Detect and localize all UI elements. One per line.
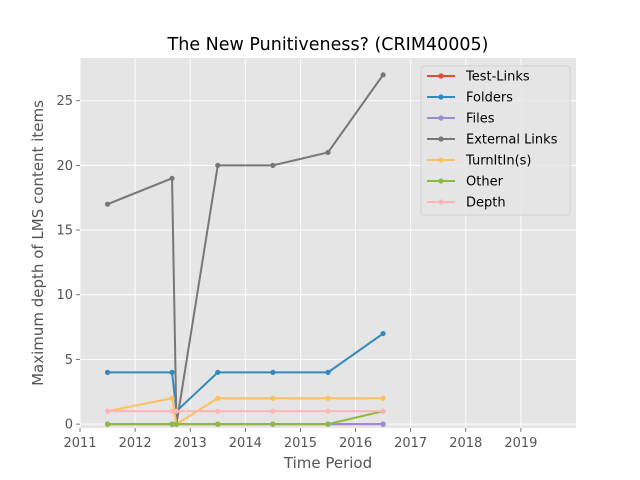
data-point-depth (270, 408, 276, 414)
legend-item-folders: Folders (427, 91, 513, 106)
y-tick-label: 20 (56, 159, 73, 174)
x-tick-label: 2016 (339, 436, 372, 451)
data-point-files (380, 421, 386, 427)
legend-swatch-marker (438, 157, 444, 163)
x-tick-label: 2013 (174, 436, 207, 451)
data-point-turnitin-s (215, 395, 221, 401)
data-point-other (325, 421, 331, 427)
legend-swatch-marker (438, 199, 444, 205)
y-tick-label: 10 (56, 288, 73, 303)
tick-labels: 2011 2012 2013 2014 2015 2016 2017 2018 20190510… (56, 94, 537, 451)
data-point-depth (380, 408, 386, 414)
chart-title: The New Punitiveness? (CRIM40005) (167, 35, 489, 55)
data-point-external-links (380, 72, 386, 78)
data-point-depth (325, 408, 331, 414)
data-point-depth (215, 408, 221, 414)
x-tick-label: 2018 (449, 436, 482, 451)
data-point-turnitin-s (325, 395, 331, 401)
data-point-folders (104, 369, 111, 375)
data-point-folders (215, 369, 221, 375)
data-point-depth (104, 408, 111, 414)
legend-label: Test-Links (465, 70, 530, 85)
data-point-other (104, 421, 111, 427)
data-point-other (169, 421, 175, 427)
legend-label: External Links (466, 133, 558, 148)
data-point-turnitin-s (169, 395, 175, 401)
legend-item-depth: Depth (427, 196, 506, 211)
y-tick-label: 15 (56, 224, 73, 239)
legend-item-other: Other (427, 175, 504, 190)
data-point-external-links (169, 175, 175, 181)
data-point-turnitin-s (380, 395, 386, 401)
data-point-depth (169, 408, 175, 414)
x-tick-label: 2017 (394, 436, 427, 451)
y-tick-label: 0 (65, 418, 73, 433)
data-point-turnitin-s (270, 395, 276, 401)
legend-swatch-marker (438, 178, 444, 184)
data-point-folders (169, 369, 175, 375)
legend-label: Other (466, 175, 504, 190)
data-point-other (215, 421, 221, 427)
y-tick-label: 25 (56, 94, 73, 109)
x-tick-label: 2014 (229, 436, 262, 451)
x-tick-label: 2019 (504, 436, 537, 451)
data-point-folders (270, 369, 276, 375)
data-point-folders (325, 369, 331, 375)
legend-label: Files (466, 112, 495, 127)
legend-swatch-marker (438, 136, 444, 142)
legend-label: Folders (466, 91, 513, 106)
legend-box (420, 65, 571, 216)
legend-label: TurnItIn(s) (465, 154, 531, 169)
legend-swatch-marker (438, 73, 444, 79)
legend-item-external-links: External Links (427, 133, 558, 148)
series-group (104, 72, 386, 427)
legend-swatch-marker (438, 94, 444, 100)
x-axis-label: Time Period (283, 454, 372, 472)
y-axis-label: Maximum depth of LMS content items (29, 100, 47, 386)
legend-item-turnitin-s: TurnItIn(s) (427, 154, 531, 169)
data-point-external-links (215, 162, 221, 168)
data-point-depth (173, 408, 180, 414)
x-tick-label: 2015 (284, 436, 317, 451)
data-point-external-links (325, 149, 331, 156)
data-point-other (173, 421, 180, 427)
data-point-external-links (270, 162, 276, 168)
x-tick-label: 2012 (119, 436, 152, 451)
legend-item-files: Files (427, 112, 495, 127)
legend-label: Depth (466, 196, 506, 211)
legend-swatch-marker (438, 115, 444, 121)
legend-item-test-links: Test-Links (427, 70, 530, 85)
x-tick-label: 2011 (63, 436, 96, 451)
legend: Test-Links Folders Files External Links Turn… (420, 65, 571, 216)
data-point-folders (380, 330, 386, 337)
series-depth (104, 408, 386, 414)
data-point-other (270, 421, 276, 427)
grid (79, 58, 576, 428)
data-point-external-links (104, 201, 111, 207)
y-tick-label: 5 (65, 353, 73, 368)
